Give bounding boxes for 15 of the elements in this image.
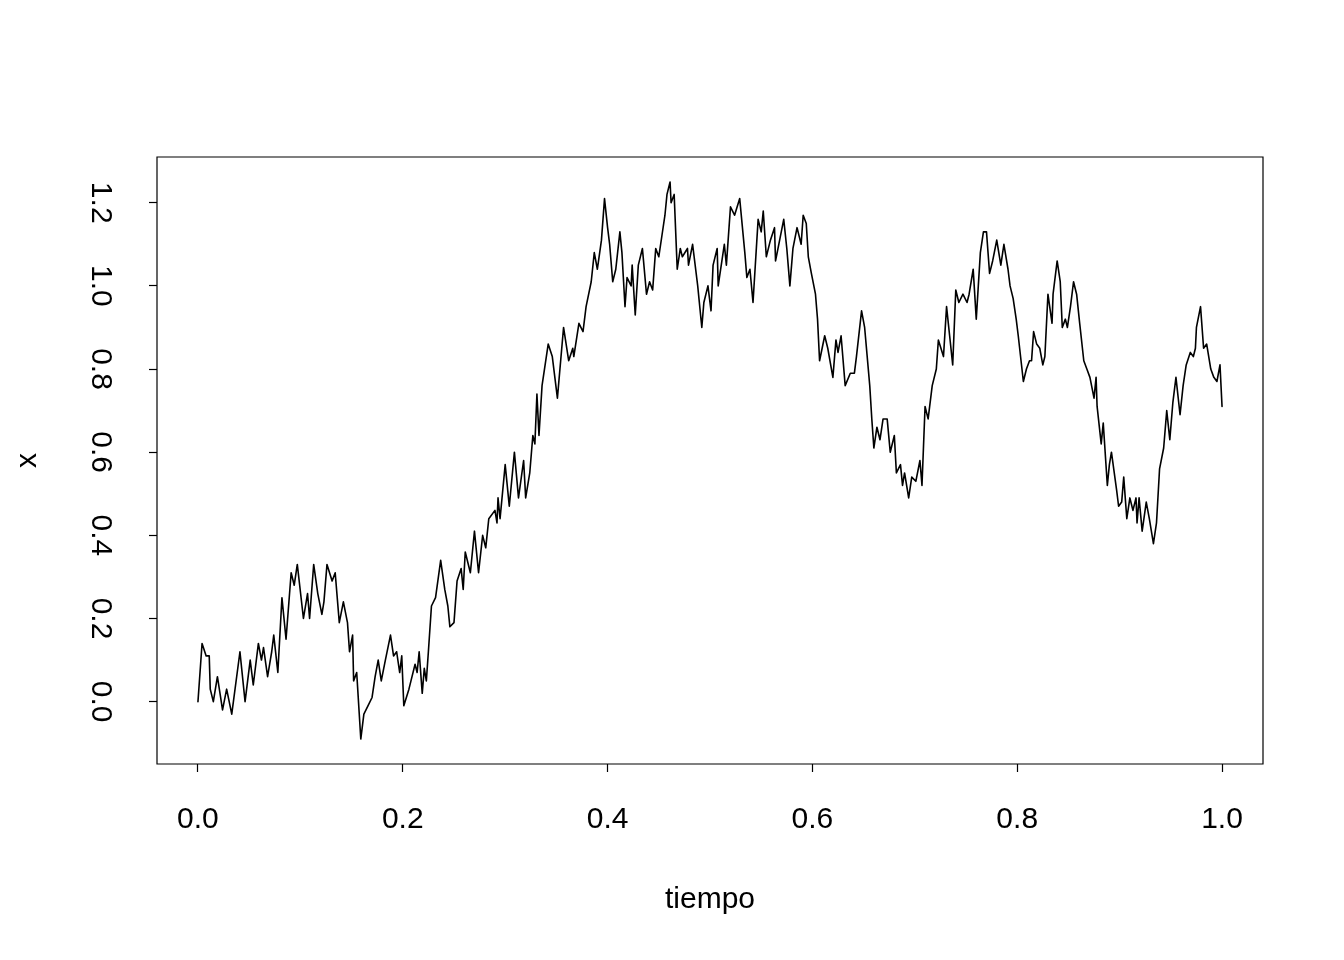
y-tick-label: 0.4 xyxy=(85,514,119,557)
x-tick-label: 0.6 xyxy=(791,801,834,835)
x-tick-label: 0.0 xyxy=(177,801,219,835)
x-tick-label: 0.4 xyxy=(586,801,629,835)
y-tick-label: 0.0 xyxy=(85,680,119,723)
y-tick-label: 1.0 xyxy=(85,265,119,307)
x-tick-label: 0.2 xyxy=(381,801,424,835)
y-tick-label: 1.2 xyxy=(85,181,119,224)
y-tick-label: 0.6 xyxy=(85,431,119,474)
y-tick-label: 0.2 xyxy=(85,597,119,640)
x-tick-label: 1.0 xyxy=(1201,801,1243,835)
x-tick-label: 0.8 xyxy=(996,801,1039,835)
y-tick-label: 0.8 xyxy=(85,348,119,390)
x-axis-title: tiempo xyxy=(664,881,756,915)
y-axis-title: x xyxy=(9,453,43,468)
